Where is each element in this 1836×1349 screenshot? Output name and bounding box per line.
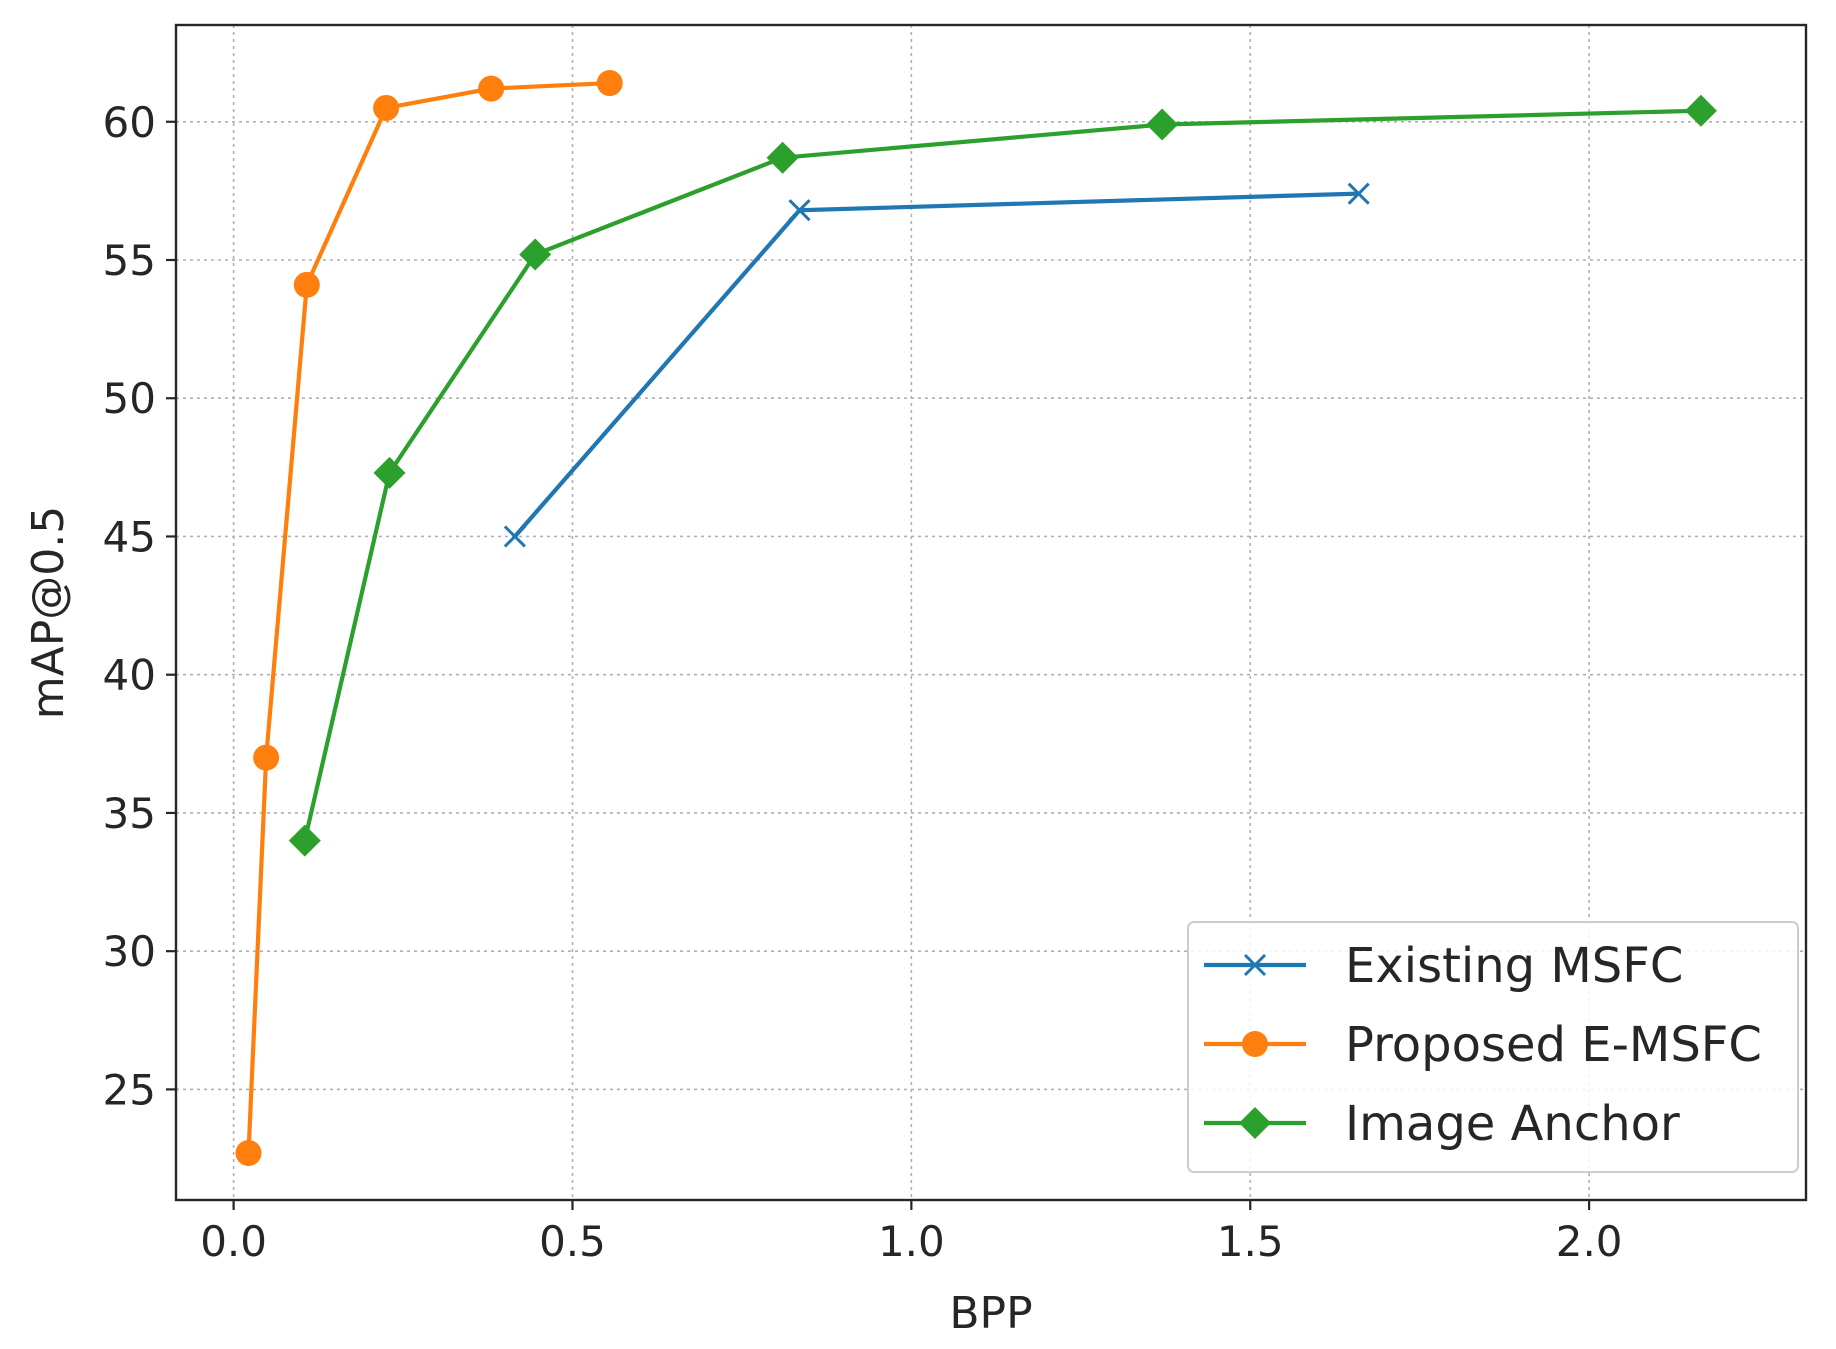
data-point: [293, 271, 320, 298]
data-point: [235, 1140, 262, 1166]
y-tick-label: 45: [103, 512, 156, 561]
y-tick-label: 25: [103, 1065, 156, 1114]
legend-box: [1187, 921, 1799, 1173]
x-tick-label: 2.0: [1556, 1217, 1623, 1266]
legend: Existing MSFC Proposed E-MSFC Image Anchor: [1187, 921, 1799, 1173]
y-tick-label: 35: [103, 789, 156, 838]
plot-area: [235, 70, 1717, 1166]
data-point: [503, 525, 526, 548]
series-2: [288, 94, 1717, 857]
series-1: [235, 70, 623, 1166]
legend-marker: [1239, 1107, 1271, 1139]
x-tick-label: 1.5: [1217, 1217, 1284, 1266]
y-tick-label: 55: [103, 236, 156, 285]
x-tick-label: 1.0: [878, 1217, 945, 1266]
data-point-stroke: [503, 525, 526, 548]
legend-item: Existing MSFC: [1204, 938, 1683, 994]
legend-item: Proposed E-MSFC: [1204, 1017, 1762, 1073]
data-point: [788, 199, 811, 222]
x-tick-label: 0.5: [539, 1217, 606, 1266]
data-point: [596, 70, 623, 97]
series-line: [513, 191, 1359, 538]
series-line: [302, 108, 1702, 842]
legend-marker: [1243, 953, 1267, 977]
data-point-stroke: [1347, 182, 1370, 205]
y-tick-label: 30: [103, 927, 156, 976]
legend-label: Proposed E-MSFC: [1345, 1017, 1762, 1073]
data-point: [766, 141, 799, 174]
y-axis-label: mAP@0.5: [23, 506, 74, 719]
data-point: [373, 456, 406, 489]
data-point-stroke: [788, 199, 811, 222]
y-tick-label: 40: [103, 651, 156, 700]
data-point: [519, 238, 552, 271]
legend-marker: [1242, 1031, 1268, 1057]
data-point: [288, 824, 321, 857]
axes-frame: [174, 23, 1808, 1202]
x-tick-label: 0.0: [200, 1217, 267, 1266]
x-axis-label: BPP: [949, 1288, 1032, 1339]
data-point: [478, 75, 505, 102]
series-line: [246, 80, 610, 1154]
series-0: [503, 182, 1370, 548]
y-axis: 25 30 35 40 45 50 55 60: [103, 98, 176, 1114]
legend-label: Existing MSFC: [1345, 938, 1683, 994]
data-point: [1347, 182, 1370, 205]
legend-label: Image Anchor: [1345, 1096, 1680, 1152]
data-point: [373, 94, 400, 121]
x-axis: 0.0 0.5 1.0 1.5 2.0: [200, 1200, 1623, 1266]
data-point: [253, 744, 280, 771]
y-tick-label: 60: [103, 98, 156, 147]
data-point: [1146, 108, 1179, 141]
legend-marker-stroke: [1243, 953, 1267, 977]
y-tick-label: 50: [103, 374, 156, 423]
legend-item: Image Anchor: [1204, 1096, 1680, 1152]
data-point: [1684, 94, 1717, 127]
